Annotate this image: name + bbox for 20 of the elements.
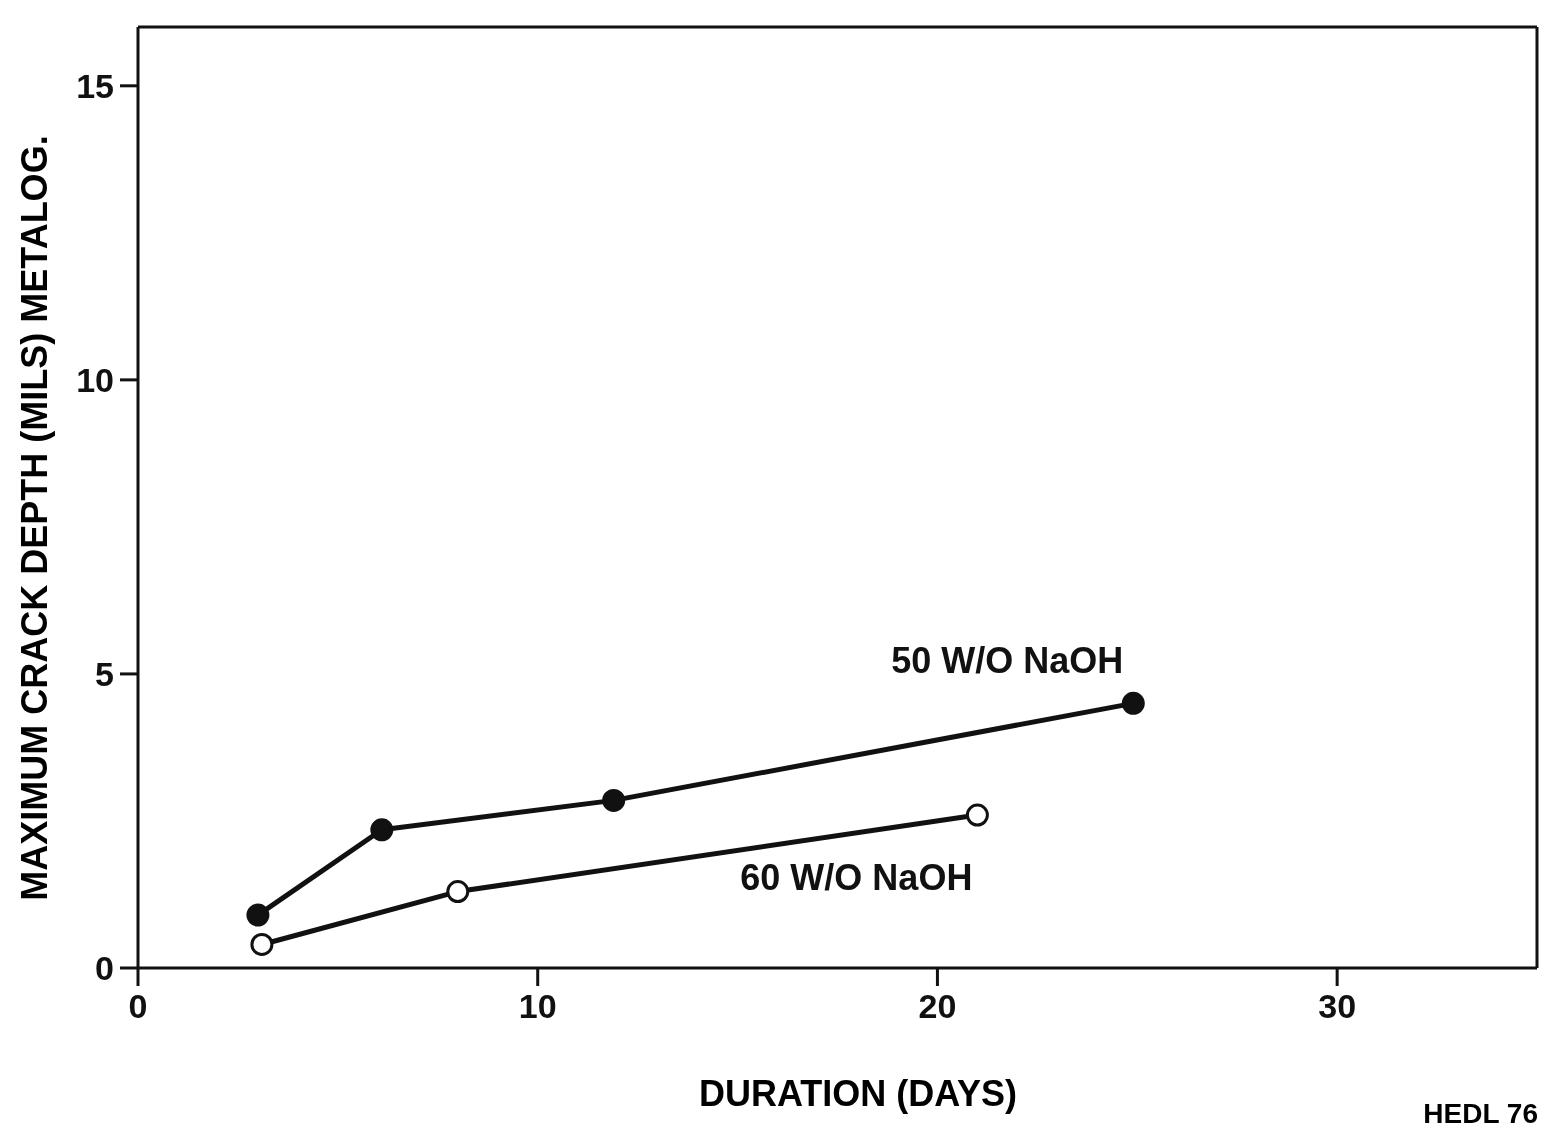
x-tick-label: 20 [918, 987, 957, 1026]
point [602, 788, 626, 812]
x-tick-label: 0 [128, 987, 148, 1026]
text: HEDL 76 [1423, 1098, 1538, 1130]
point [446, 880, 470, 904]
point [246, 903, 270, 927]
y-axis-title: MAXIMUM CRACK DEPTH (MILS) METALOG. [14, 135, 56, 901]
x-tick-label: 10 [518, 987, 557, 1026]
y-tick-label: 10 [76, 360, 114, 399]
series-label: 50 W/O NaOH [891, 640, 1124, 682]
series-label: 60 W/O NaOH [740, 857, 973, 899]
point [250, 932, 274, 956]
y-tick-label: 15 [76, 66, 114, 105]
y-tick-label: 5 [95, 655, 114, 694]
x-tick-label: 30 [1318, 987, 1357, 1026]
point [1121, 691, 1145, 715]
point [965, 803, 989, 827]
y-tick-label: 0 [95, 949, 114, 988]
point [370, 818, 394, 842]
x-axis-title: DURATION (DAYS) [698, 1073, 1017, 1114]
